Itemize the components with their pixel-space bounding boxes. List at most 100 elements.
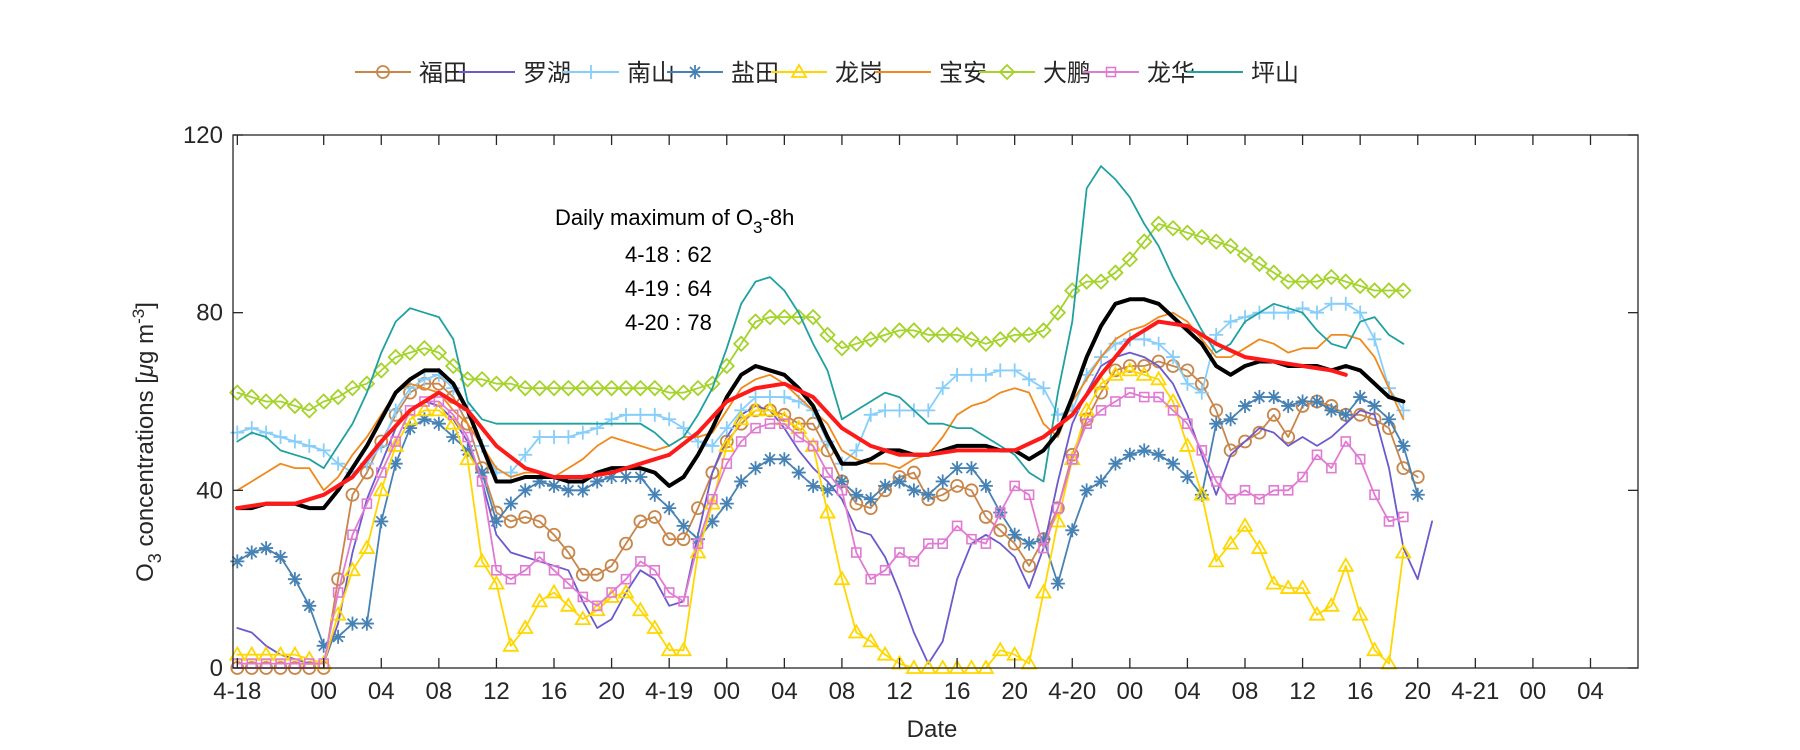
data-point-7-17 — [473, 371, 491, 388]
data-point-4-11 — [388, 456, 403, 471]
data-point-8-11 — [390, 436, 401, 447]
data-point-5-37 — [761, 401, 779, 417]
data-point-4-27 — [618, 470, 633, 485]
data-point-4-14 — [431, 416, 446, 431]
legend-item-4: 盐田 — [667, 59, 779, 87]
data-point-4-59 — [1079, 483, 1094, 498]
data-point-4-8 — [345, 616, 360, 631]
y-tick-label-1: 40 — [196, 477, 223, 504]
data-point-4-36 — [748, 461, 763, 476]
data-point-3-33 — [705, 438, 720, 453]
annotation-line-2: 4-19 : 64 — [625, 276, 712, 301]
series-10 — [235, 297, 1406, 511]
data-point-8-72 — [1268, 485, 1280, 496]
data-point-7-21 — [531, 379, 548, 397]
data-point-4-80 — [1381, 412, 1396, 427]
data-point-5-20 — [516, 619, 534, 634]
data-point-3-56 — [1036, 381, 1051, 396]
data-point-4-4 — [287, 572, 302, 587]
data-point-8-21 — [534, 551, 545, 563]
data-point-3-55 — [1022, 372, 1037, 387]
data-point-8-37 — [764, 418, 776, 430]
data-point-8-52 — [980, 538, 992, 549]
data-point-3-64 — [1151, 336, 1166, 351]
data-point-7-55 — [1020, 326, 1038, 344]
data-point-3-48 — [921, 403, 936, 418]
data-point-3-13 — [417, 372, 432, 387]
annotation-line-3: 4-20 : 78 — [625, 310, 712, 335]
data-point-1-19 — [503, 514, 518, 529]
annotation-line-1: 4-18 : 62 — [625, 242, 712, 267]
series-3 — [230, 296, 1411, 480]
data-point-5-77 — [1337, 557, 1355, 572]
data-point-8-26 — [606, 587, 617, 598]
data-point-4-0 — [230, 554, 245, 569]
data-point-7-72 — [1265, 264, 1283, 281]
data-point-7-20 — [516, 379, 534, 397]
data-point-7-71 — [1251, 255, 1268, 273]
data-point-4-25 — [590, 474, 605, 489]
data-point-7-68 — [1207, 233, 1225, 250]
data-point-4-78 — [1353, 390, 1368, 405]
data-point-8-70 — [1239, 485, 1251, 496]
data-point-3-20 — [518, 447, 533, 462]
x-tick-label-3: 08 — [426, 678, 453, 705]
data-point-3-6 — [316, 443, 331, 458]
data-point-8-54 — [1009, 480, 1020, 492]
data-point-7-37 — [761, 308, 779, 326]
series-line-7 — [236, 222, 1405, 412]
series-line-2 — [236, 351, 1433, 665]
data-point-4-64 — [1151, 447, 1166, 462]
data-point-1-70 — [1238, 434, 1252, 449]
data-point-8-20 — [519, 564, 531, 576]
data-point-5-33 — [703, 494, 721, 510]
data-point-4-81 — [1396, 438, 1411, 453]
x-tick-label-7: 4-19 — [645, 678, 693, 705]
x-tick-label-4: 12 — [483, 678, 510, 705]
series-8 — [232, 387, 1409, 669]
data-point-1-63 — [1137, 359, 1152, 373]
data-point-1-73 — [1281, 430, 1296, 444]
data-point-8-57 — [1052, 502, 1064, 514]
data-point-8-42 — [836, 485, 848, 496]
data-point-3-49 — [935, 381, 950, 396]
data-point-7-76 — [1323, 268, 1340, 286]
y-tick-label-2: 80 — [196, 300, 223, 327]
legend-marker-7 — [998, 63, 1016, 81]
data-point-5-34 — [718, 437, 736, 452]
data-point-5-76 — [1322, 597, 1340, 612]
data-point-3-29 — [647, 407, 662, 422]
data-point-7-13 — [416, 339, 433, 357]
data-point-4-61 — [1108, 456, 1123, 471]
data-point-8-60 — [1095, 405, 1107, 416]
data-point-8-53 — [994, 507, 1006, 518]
legend-item-7: 大鹏 — [979, 59, 1091, 87]
data-point-1-52 — [978, 510, 993, 524]
data-point-1-49 — [935, 487, 950, 502]
data-point-3-31 — [676, 421, 691, 436]
data-point-4-44 — [863, 492, 878, 507]
data-point-4-54 — [1007, 527, 1022, 542]
data-point-1-8 — [345, 487, 360, 502]
data-point-7-78 — [1351, 277, 1369, 295]
data-point-3-3 — [273, 430, 288, 445]
data-point-5-15 — [444, 414, 462, 430]
data-point-3-43 — [849, 443, 864, 458]
data-point-8-24 — [577, 591, 589, 603]
data-point-4-60 — [1094, 474, 1109, 489]
data-point-7-70 — [1236, 246, 1254, 264]
data-point-5-69 — [1222, 534, 1240, 550]
x-tick-label-15: 00 — [1116, 678, 1143, 705]
data-point-8-46 — [894, 547, 905, 558]
data-point-7-52 — [977, 335, 995, 353]
data-point-7-40 — [804, 308, 822, 326]
data-point-1-50 — [950, 478, 964, 493]
data-point-7-65 — [1164, 220, 1182, 237]
data-point-4-42 — [834, 474, 849, 489]
data-point-3-76 — [1324, 296, 1339, 311]
data-point-4-30 — [662, 501, 677, 516]
data-point-7-28 — [632, 379, 649, 397]
data-point-5-52 — [977, 659, 995, 674]
data-point-5-81 — [1394, 543, 1412, 559]
legend-item-8: 龙华 — [1083, 59, 1195, 87]
